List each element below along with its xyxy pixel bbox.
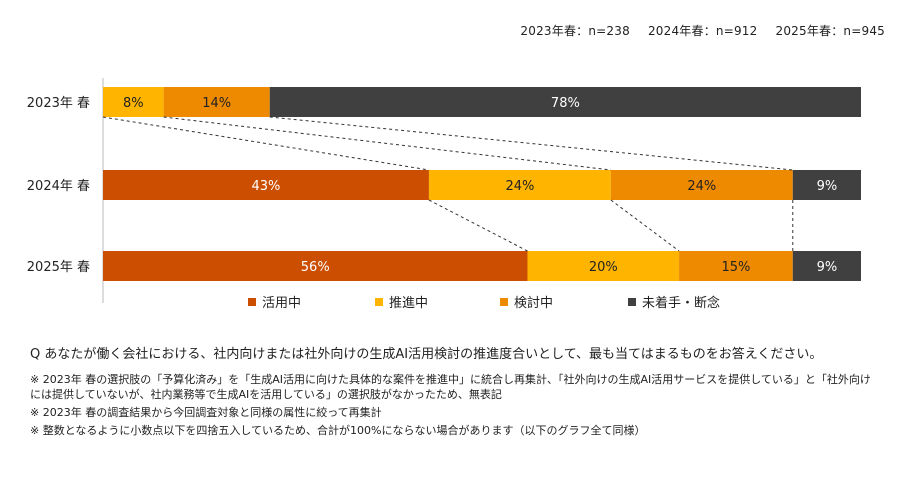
bar-segment xyxy=(610,170,793,200)
data-label: 8% xyxy=(123,96,144,111)
legend-label: 検討中 xyxy=(514,295,553,311)
stacked-bar-chart: 2023年 春 8% 14% 78% 2024年 春 43% 24% 24% 9% 2025年 春… xyxy=(27,78,861,311)
data-label: 56% xyxy=(301,260,330,275)
sample-size-2025: 2025年春：n=945 xyxy=(775,24,885,38)
legend-label: 推進中 xyxy=(389,296,428,311)
legend-label: 活用中 xyxy=(262,296,301,311)
sample-size-2024: 2024年春：n=912 xyxy=(647,24,758,38)
data-label: 9% xyxy=(817,179,838,194)
data-label: 20% xyxy=(589,260,618,275)
bar-segment xyxy=(103,170,429,200)
category-label: 2025年 春 xyxy=(27,260,90,275)
legend-swatch xyxy=(628,298,636,306)
connector-line xyxy=(610,199,680,252)
sample-size-2023: 2023年春：n=238 xyxy=(520,24,630,38)
legend-swatch xyxy=(248,298,256,306)
category-label: 2024年 春 xyxy=(27,179,90,194)
bar-segment xyxy=(792,251,861,281)
data-label: 78% xyxy=(551,96,580,111)
bar-segment xyxy=(792,170,861,200)
bar-segment xyxy=(103,251,528,281)
data-label: 24% xyxy=(687,179,716,194)
connector-line xyxy=(428,199,528,252)
connector-line xyxy=(163,116,611,171)
category-label: 2023年 春 xyxy=(27,96,90,111)
bar-segment xyxy=(527,251,680,281)
bar-segment xyxy=(428,170,611,200)
note-2: ※ 2023年 春の調査結果から今回調査対象と同様の属性に絞って再集計 xyxy=(30,406,382,419)
connector-line xyxy=(102,116,430,171)
data-label: 43% xyxy=(252,179,281,194)
sample-sizes: 2023年春：n=238 2024年春：n=912 2025年春：n=945 xyxy=(506,22,885,39)
note-3: ※ 整数となるように小数点以下を四捨五入しているため、合計が100%にならない場… xyxy=(30,424,646,437)
data-label: 9% xyxy=(817,260,838,275)
data-label: 24% xyxy=(505,179,534,194)
connector-line xyxy=(269,116,793,171)
data-label: 15% xyxy=(721,260,750,275)
bar-segment xyxy=(679,251,793,281)
legend-swatch xyxy=(375,298,383,306)
bar-segment xyxy=(103,87,164,117)
survey-notes: Q あなたが働く会社における、社内向けまたは社外向けの生成AI活用検討の推進度合… xyxy=(30,346,880,441)
note-1: ※ 2023年 春の選択肢の「予算化済み」を「生成AI活用に向けた具体的な案件を… xyxy=(30,373,871,401)
legend-label: 未着手・断念 xyxy=(642,295,720,311)
data-label: 14% xyxy=(202,96,231,111)
bar-segment xyxy=(269,87,861,117)
bar-segment xyxy=(163,87,270,117)
legend-swatch xyxy=(500,298,508,306)
survey-question: Q あなたが働く会社における、社内向けまたは社外向けの生成AI活用検討の推進度合… xyxy=(30,347,823,362)
